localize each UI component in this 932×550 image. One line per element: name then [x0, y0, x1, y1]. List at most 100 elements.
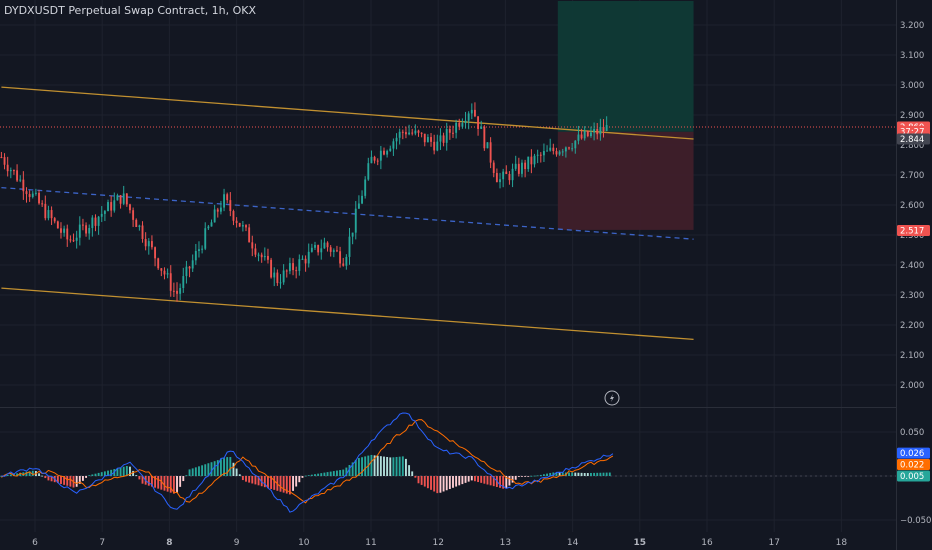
candle-body — [41, 203, 44, 205]
signal-line — [1, 419, 614, 504]
macd-histogram-bar — [176, 476, 178, 493]
macd-histogram-bar — [273, 476, 276, 490]
price-tag: 2.844 — [900, 135, 924, 145]
price-tick-label: 2.700 — [900, 171, 924, 181]
candle-body — [301, 258, 304, 260]
candle-body — [533, 155, 536, 165]
macd-histogram-bar — [593, 472, 596, 476]
candle-body — [442, 135, 445, 143]
macd-histogram-bar — [223, 458, 225, 476]
candle-body — [574, 140, 577, 149]
candle-body — [326, 242, 329, 248]
macd-histogram-bar — [345, 467, 348, 476]
macd-histogram-bar — [536, 475, 539, 477]
candle-body — [210, 222, 213, 227]
macd-histogram-bar — [307, 475, 310, 476]
candle-body — [285, 270, 288, 272]
candle-body — [492, 162, 495, 173]
candle-body — [135, 219, 138, 228]
candle-body — [194, 251, 197, 261]
macd-histogram-bar — [379, 456, 382, 476]
candle-body — [298, 259, 301, 271]
candle-body — [251, 242, 254, 249]
macd-histogram-bar — [511, 476, 514, 483]
candle-body — [473, 109, 476, 117]
price-tag-bg — [897, 225, 930, 236]
candle-body — [248, 227, 251, 243]
macd-histogram-bar — [182, 476, 185, 482]
candle-body — [241, 225, 244, 227]
macd-histogram-bar — [586, 473, 589, 476]
macd-histogram-bar — [433, 476, 436, 492]
macd-histogram-bar — [351, 462, 354, 476]
macd-histogram-bar — [436, 476, 439, 494]
candle-body — [172, 290, 175, 292]
macd-histogram-bar — [185, 475, 188, 477]
time-tick-label: 12 — [432, 538, 443, 548]
macd-value-tag-bg — [897, 459, 930, 471]
candle-body — [342, 263, 345, 266]
macd-tick-label: 0.050 — [900, 428, 924, 438]
candle-body — [558, 151, 561, 155]
time-tick-label: 15 — [634, 538, 647, 548]
candle-body — [398, 131, 401, 138]
macd-histogram-bar — [88, 475, 91, 477]
macd-histogram-bar — [442, 476, 445, 492]
candle-body — [78, 224, 81, 238]
macd-histogram-bar — [470, 476, 473, 481]
candle-body — [376, 160, 379, 162]
macd-histogram-bar — [571, 472, 574, 476]
time-axis[interactable]: 6 7 8 9 10 11 12 13 14 15 16 17 18 — [32, 538, 847, 548]
candle-body — [179, 288, 182, 294]
candle-body — [132, 210, 135, 220]
replay-button[interactable] — [604, 390, 620, 406]
candle-body — [361, 195, 363, 204]
macd-histogram-bar — [238, 474, 241, 476]
candle-body — [204, 228, 207, 249]
macd-histogram-bar — [204, 464, 207, 476]
candle-body — [50, 210, 53, 219]
candle-body — [235, 220, 238, 223]
candle-body — [295, 270, 298, 272]
candle-body — [166, 273, 169, 275]
candle-body — [364, 179, 367, 196]
time-tick-label: 13 — [500, 538, 511, 548]
candle-body — [357, 203, 360, 209]
price-tick-label: 2.000 — [900, 381, 924, 391]
candle-body — [66, 228, 69, 240]
candle-body — [436, 141, 439, 151]
candle-body — [517, 163, 520, 174]
candle-body — [60, 228, 62, 233]
macd-histogram-bar — [423, 476, 426, 487]
macd-histogram-bar — [285, 476, 288, 494]
candle-body — [586, 130, 589, 137]
macd-histogram-bar — [301, 476, 304, 478]
macd-histogram-bar — [125, 465, 128, 476]
candle-body — [47, 210, 50, 219]
candle-body — [417, 130, 420, 133]
macd-histogram-bar — [122, 466, 125, 476]
target-zone — [557, 1, 694, 132]
candle-body — [561, 151, 564, 153]
candle-body — [81, 224, 84, 226]
macd-histogram-bar — [405, 458, 407, 476]
candle-body — [524, 162, 527, 170]
candle-body — [13, 170, 15, 172]
macd-histogram-bar — [116, 468, 119, 476]
macd-histogram-bar — [295, 476, 298, 487]
macd-histogram-bar — [514, 476, 517, 480]
candle-body — [536, 154, 539, 156]
candle-body — [154, 247, 157, 259]
candle-body — [110, 202, 113, 211]
macd-histogram-bar — [141, 476, 144, 484]
macd-histogram-bar — [60, 476, 62, 484]
candle-body — [332, 250, 335, 252]
macd-histogram-bar — [179, 476, 182, 487]
candle-body — [34, 192, 37, 194]
candle-body — [150, 241, 153, 248]
macd-histogram-bar — [505, 476, 508, 489]
candle-body — [580, 134, 583, 139]
macd-histogram-bar — [546, 473, 549, 476]
